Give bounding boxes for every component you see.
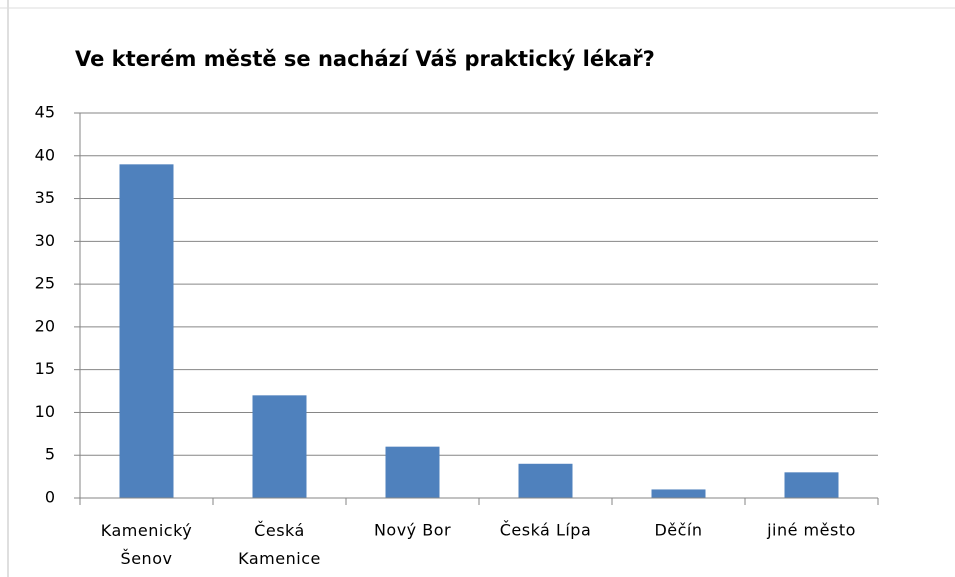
x-tick-label: Česká Kamenice [238,521,321,568]
y-tick-label: 45 [35,103,55,122]
y-tick-label: 30 [35,231,55,250]
x-tick-label: Nový Bor [374,521,451,540]
x-tick-label: Kamenický Šenov [101,521,193,568]
x-tick-label: jiné město [766,521,856,540]
y-tick-label: 15 [35,359,55,378]
chart-title: Ve kterém městě se nachází Váš praktický… [75,47,655,71]
x-tick-label: Děčín [654,521,702,540]
x-tick-label: Česká Lípa [500,521,592,540]
bar [385,446,440,498]
bar [518,463,573,498]
bar [119,164,174,499]
y-tick-label: 20 [35,316,55,335]
bar [784,472,839,498]
y-tick-label: 25 [35,274,55,293]
y-tick-label: 10 [35,402,55,421]
y-tick-label: 5 [45,445,55,464]
y-tick-label: 40 [35,145,55,164]
y-tick-label: 0 [45,488,55,507]
bar [651,489,706,498]
bar [252,395,307,498]
y-tick-label: 35 [35,188,55,207]
